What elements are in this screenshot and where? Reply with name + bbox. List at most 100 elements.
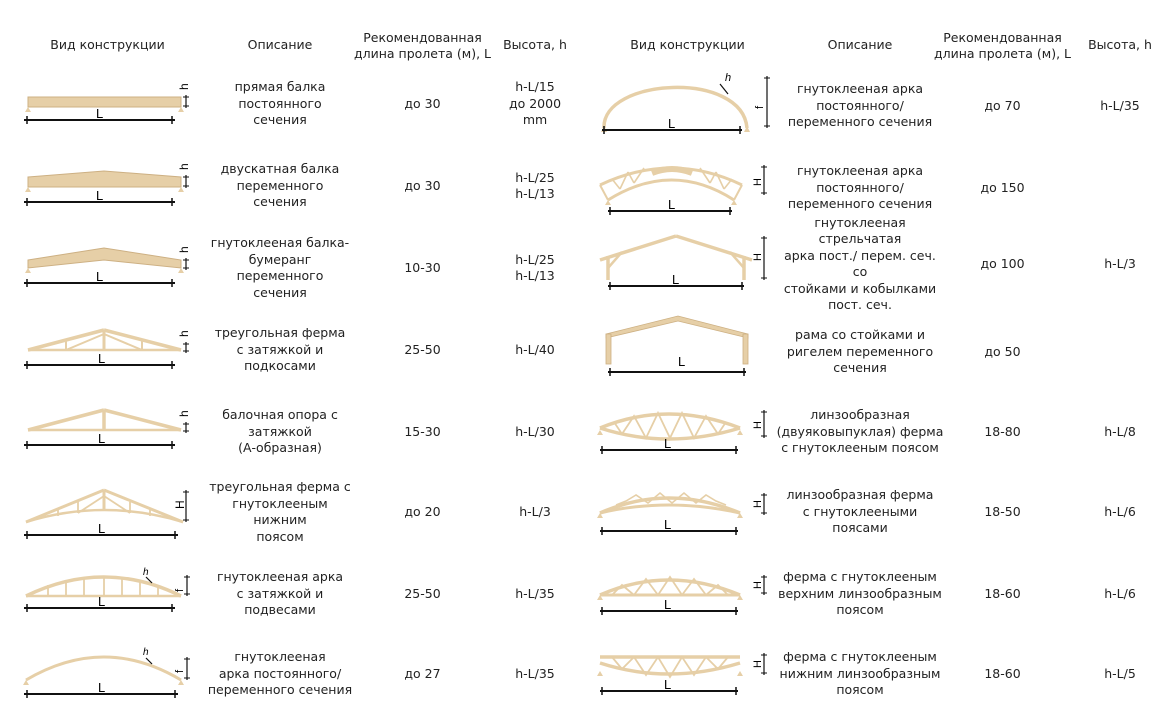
height-cell-line: h-L/3 — [519, 503, 551, 519]
span-cell: 10-30 — [404, 259, 441, 275]
drawing-triangular-truss: L h — [18, 320, 198, 380]
description-cell-line: балочная опора с — [222, 407, 338, 423]
span-cell: 18-80 — [984, 423, 1021, 439]
span-cell: до 70 — [984, 97, 1021, 113]
span-label: L — [96, 188, 103, 203]
height-label: H — [752, 178, 764, 186]
span-cell: 18-60 — [984, 585, 1021, 601]
drawing-curved-arch: L f h — [18, 642, 198, 702]
drawing-arch-const: L f h — [592, 68, 777, 138]
height-cell: h-L/5 — [1075, 640, 1165, 708]
height-label: h — [725, 72, 731, 84]
height-cell-line: h-L/6 — [1104, 585, 1136, 601]
span-cell: до 30 — [404, 177, 441, 193]
description-cell: ферма с гнутоклееным нижним линзообразным… — [775, 640, 945, 708]
span-label: L — [678, 354, 685, 369]
span-label: L — [664, 517, 671, 532]
height-label: H — [752, 660, 764, 668]
height-cell: h-L/8 — [1075, 398, 1165, 466]
description-cell: гнутоклееная балка-бумеранг переменного с… — [205, 234, 355, 302]
description-cell: гнутоклееная арка с затяжкой и подвесами — [205, 560, 355, 628]
height-cell-line: h-L/15 — [515, 79, 555, 95]
description-cell-line: с затяжкой и — [236, 341, 324, 357]
description-cell-line: с гнутоклееным поясом — [781, 440, 939, 456]
header-desc-left: Описание — [247, 37, 313, 52]
header-span-line2: длина пролета (м), L — [933, 46, 1071, 61]
height-label: H — [173, 500, 187, 509]
height-cell — [1075, 318, 1165, 386]
description-cell-line: ферма с гнутоклееным — [783, 649, 937, 665]
height-label: H — [752, 500, 764, 508]
span-cell: 25-50 — [404, 341, 441, 357]
height-cell — [1075, 154, 1165, 222]
height-label: h — [177, 163, 191, 170]
height-cell: h-L/25 h-L/13 — [490, 152, 580, 220]
height-label: h — [177, 410, 191, 417]
description-cell-line: сечения — [833, 360, 887, 376]
rise-label: f — [174, 588, 186, 592]
description-cell-line: поясами — [832, 520, 888, 536]
description-cell-line: линзообразная — [810, 407, 910, 423]
description-cell-line: арка постоянного/ — [218, 665, 342, 681]
description-cell: балочная опора с затяжкой (А-образная) — [205, 398, 355, 466]
description-cell-line: сечения — [253, 112, 307, 128]
description-cell: гнутоклееная арка постоянного/переменного… — [775, 72, 945, 140]
description-cell-line: гнутоклееная арка — [216, 569, 344, 585]
description-cell: гнутоклееная арка постоянного/переменного… — [775, 154, 945, 222]
height-cell: h-L/6 — [1075, 560, 1165, 628]
span-label: L — [672, 272, 679, 287]
drawing-pointed-arch-posts: L H — [592, 230, 777, 295]
height-cell: h-L/35 — [490, 560, 580, 628]
span-label: L — [98, 680, 105, 695]
description-cell-line: гнутоклееная стрельчатая — [814, 214, 906, 247]
description-cell-line: сечения — [253, 194, 307, 210]
description-cell-line: гнутоклееным нижним — [232, 495, 328, 528]
description-cell-line: гнутоклееная арка — [796, 163, 924, 179]
description-cell-line: верхним линзообразным — [778, 585, 942, 601]
description-cell-line: нижним линзообразным — [779, 665, 941, 681]
height-cell-line: h-L/35 — [515, 585, 555, 601]
description-cell-line: пост. сеч. — [828, 297, 892, 312]
description-cell: рама со стойками и ригелем переменного сеч… — [775, 318, 945, 386]
description-cell-line: треугольная ферма с — [209, 479, 351, 494]
description-cell-line: сечения — [253, 284, 307, 300]
height-label: H — [752, 421, 764, 429]
height-cell: h-L/30 — [490, 398, 580, 466]
span-cell: 25-50 — [404, 585, 441, 601]
drawing-boomerang-beam: L h — [18, 238, 198, 298]
description-cell-line: линзообразная ферма — [786, 487, 934, 503]
height-cell: h-L/3 — [1075, 230, 1165, 298]
description-cell-line: бумеранг переменного — [236, 251, 324, 284]
height-cell-line: h-L/25 — [515, 169, 555, 185]
description-cell-line: (А-образная) — [238, 440, 322, 456]
drawing-truss-curved-lower: L H — [592, 645, 777, 705]
description-cell: двускатная балка переменного сечения — [205, 152, 355, 220]
height-cell-line: h-L/35 — [515, 665, 555, 681]
header-span-left: Рекомендованная длина пролета (м), L — [350, 30, 495, 62]
description-cell-line: гнутоклееная арка — [796, 81, 924, 97]
header-kind-right: Вид конструкции — [630, 37, 745, 52]
description-cell-line: переменного сечения — [787, 196, 933, 212]
height-cell-line: h-L/5 — [1104, 665, 1136, 681]
rise-label: f — [754, 105, 766, 109]
description-cell-line: подвесами — [244, 602, 316, 618]
height-cell-line: до 2000 — [508, 95, 562, 111]
description-cell: треугольная ферма с затяжкой и подкосами — [205, 316, 355, 384]
span-cell: до 150 — [980, 179, 1025, 195]
description-cell-line: с затяжкой и — [236, 585, 324, 601]
span-label: L — [664, 436, 671, 451]
description-cell-line: (двуяковыпуклая) ферма — [776, 423, 944, 439]
drawing-lens-truss-biconvex: L H — [592, 400, 777, 460]
header-span-line1: Рекомендованная — [943, 30, 1062, 45]
description-cell-line: постоянного/ — [816, 97, 904, 113]
span-label: L — [98, 594, 105, 609]
span-cell: 18-50 — [984, 503, 1021, 519]
description-cell: линзообразная ферма с гнутоклееными поясам… — [775, 478, 945, 546]
height-cell: h-L/40 — [490, 316, 580, 384]
height-cell-line: mm — [522, 112, 548, 128]
description-cell-line: переменного сечения — [787, 114, 933, 130]
height-label: H — [752, 253, 764, 261]
header-height-left: Высота, h — [503, 37, 567, 52]
height-cell-line: h-L/30 — [515, 423, 555, 439]
description-cell-line: арка пост./ перем. сеч. со — [784, 247, 936, 280]
